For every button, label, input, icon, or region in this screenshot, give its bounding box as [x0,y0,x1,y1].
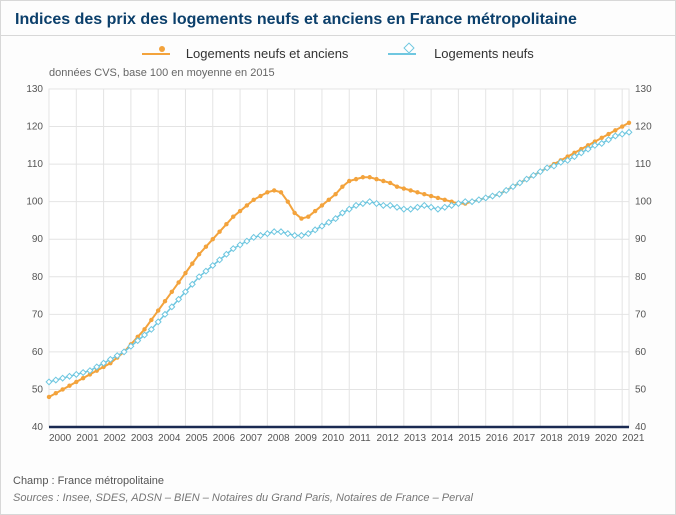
legend: Logements neufs et anciens Logements neu… [1,36,675,65]
svg-text:110: 110 [27,159,43,170]
svg-text:60: 60 [635,347,647,358]
svg-text:2013: 2013 [404,433,427,444]
svg-text:2011: 2011 [349,433,371,444]
svg-text:50: 50 [635,384,647,395]
svg-text:100: 100 [26,197,43,208]
svg-text:2015: 2015 [458,433,481,444]
svg-text:2009: 2009 [295,433,318,444]
svg-text:120: 120 [635,122,652,133]
svg-text:2020: 2020 [595,433,618,444]
svg-text:130: 130 [635,84,652,95]
svg-text:100: 100 [635,197,652,208]
svg-text:90: 90 [32,234,44,245]
svg-text:2002: 2002 [104,433,127,444]
legend-label-1: Logements neufs [434,46,534,61]
svg-text:2001: 2001 [76,433,99,444]
svg-text:2021: 2021 [622,433,645,444]
svg-text:2019: 2019 [568,433,591,444]
svg-text:70: 70 [32,309,44,320]
source-label: Sources : Insee, SDES, ADSN – BIEN – Not… [13,490,473,507]
svg-text:2017: 2017 [513,433,536,444]
svg-text:2004: 2004 [158,433,181,444]
legend-label-0: Logements neufs et anciens [186,46,349,61]
svg-text:130: 130 [26,84,43,95]
svg-text:2006: 2006 [213,433,236,444]
svg-text:70: 70 [635,309,647,320]
svg-text:2003: 2003 [131,433,154,444]
svg-text:2016: 2016 [486,433,509,444]
svg-text:80: 80 [635,272,647,283]
svg-text:60: 60 [32,347,44,358]
svg-text:2008: 2008 [267,433,290,444]
svg-text:2010: 2010 [322,433,345,444]
line-chart: 40 40 50 50 60 60 70 70 80 80 90 90 100 100 110 110 120 1… [11,83,667,453]
svg-text:2007: 2007 [240,433,263,444]
svg-text:120: 120 [26,122,43,133]
svg-text:50: 50 [32,384,44,395]
svg-text:2018: 2018 [540,433,563,444]
svg-text:2000: 2000 [49,433,72,444]
chart-card: Indices des prix des logements neufs et … [0,0,676,515]
legend-item-0: Logements neufs et anciens [142,46,348,61]
chart-subtitle: données CVS, base 100 en moyenne en 2015 [1,65,675,83]
svg-text:40: 40 [32,422,44,433]
svg-text:80: 80 [32,272,44,283]
svg-text:90: 90 [635,234,647,245]
svg-text:2012: 2012 [377,433,400,444]
chart-title: Indices des prix des logements neufs et … [1,1,675,36]
svg-text:40: 40 [635,422,647,433]
svg-text:110: 110 [635,159,651,170]
scope-label: Champ : France métropolitaine [13,473,473,490]
legend-item-1: Logements neufs [388,46,533,61]
svg-text:2014: 2014 [431,433,454,444]
svg-text:2005: 2005 [185,433,208,444]
